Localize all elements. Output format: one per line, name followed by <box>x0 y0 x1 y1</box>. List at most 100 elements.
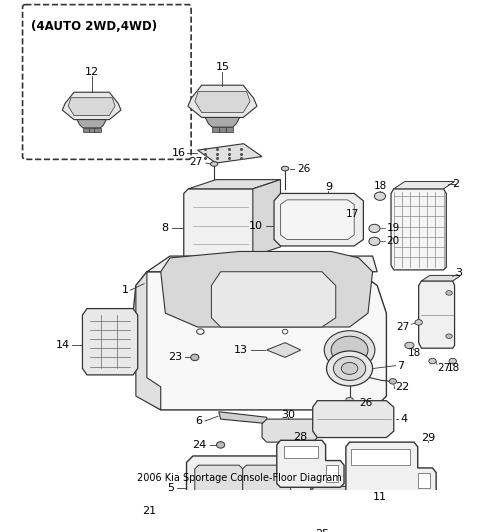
Ellipse shape <box>331 336 368 364</box>
Text: 2006 Kia Sportage Console-Floor Diagram: 2006 Kia Sportage Console-Floor Diagram <box>137 472 341 483</box>
Polygon shape <box>161 252 372 327</box>
Ellipse shape <box>346 397 353 402</box>
Ellipse shape <box>369 237 380 245</box>
Text: 27: 27 <box>396 322 409 332</box>
Polygon shape <box>312 401 394 437</box>
Polygon shape <box>88 128 95 132</box>
Text: 14: 14 <box>55 340 70 351</box>
Text: 9: 9 <box>325 182 332 192</box>
Ellipse shape <box>446 290 452 295</box>
Text: 28: 28 <box>294 431 308 442</box>
Ellipse shape <box>341 362 358 375</box>
Polygon shape <box>184 189 257 262</box>
Text: 24: 24 <box>192 440 207 450</box>
Polygon shape <box>274 194 363 246</box>
Text: 30: 30 <box>281 410 295 420</box>
Polygon shape <box>187 456 311 522</box>
Polygon shape <box>211 272 336 327</box>
Polygon shape <box>342 218 363 242</box>
Polygon shape <box>394 181 455 189</box>
Polygon shape <box>83 128 89 132</box>
Polygon shape <box>68 98 115 115</box>
Polygon shape <box>77 120 107 128</box>
Ellipse shape <box>321 196 336 205</box>
Polygon shape <box>267 343 301 358</box>
Text: 5: 5 <box>168 483 175 493</box>
Ellipse shape <box>389 379 396 384</box>
Ellipse shape <box>210 162 218 167</box>
Ellipse shape <box>307 524 314 530</box>
Text: 25: 25 <box>315 529 330 532</box>
Text: 18: 18 <box>447 363 460 373</box>
Polygon shape <box>193 514 308 532</box>
Text: 29: 29 <box>421 434 435 444</box>
Ellipse shape <box>369 225 380 232</box>
Polygon shape <box>83 309 138 375</box>
Polygon shape <box>219 412 268 423</box>
Polygon shape <box>280 200 354 239</box>
Text: 27: 27 <box>189 157 202 167</box>
Ellipse shape <box>374 192 385 201</box>
Ellipse shape <box>166 508 174 514</box>
Ellipse shape <box>449 359 456 364</box>
Text: 20: 20 <box>386 236 399 246</box>
FancyBboxPatch shape <box>23 5 191 160</box>
Text: 26: 26 <box>359 398 372 409</box>
Polygon shape <box>421 276 461 281</box>
Text: 18: 18 <box>408 348 420 358</box>
Polygon shape <box>195 465 243 514</box>
Text: 26: 26 <box>297 164 310 174</box>
Polygon shape <box>219 127 226 132</box>
Text: 3: 3 <box>456 268 463 278</box>
Text: 8: 8 <box>161 222 168 232</box>
Polygon shape <box>212 127 219 132</box>
Polygon shape <box>243 465 290 496</box>
Polygon shape <box>62 92 121 120</box>
Polygon shape <box>226 127 233 132</box>
Text: 23: 23 <box>168 352 182 362</box>
Polygon shape <box>325 465 337 482</box>
Ellipse shape <box>429 359 436 364</box>
Text: 17: 17 <box>346 209 359 219</box>
Text: 19: 19 <box>386 223 400 234</box>
Text: 2: 2 <box>452 179 459 189</box>
Text: 7: 7 <box>397 361 405 371</box>
Text: 13: 13 <box>234 345 248 355</box>
Text: 11: 11 <box>372 493 386 502</box>
Ellipse shape <box>446 334 452 338</box>
Polygon shape <box>95 128 101 132</box>
Ellipse shape <box>324 331 375 369</box>
Polygon shape <box>391 189 446 270</box>
Text: 1: 1 <box>121 285 129 295</box>
Polygon shape <box>188 180 280 189</box>
Polygon shape <box>311 486 363 509</box>
Text: 21: 21 <box>142 506 156 516</box>
Polygon shape <box>418 472 430 488</box>
Ellipse shape <box>334 356 366 380</box>
Text: 12: 12 <box>84 67 99 77</box>
Ellipse shape <box>281 167 289 171</box>
Text: 22: 22 <box>396 382 410 392</box>
Text: 4: 4 <box>400 414 408 424</box>
Polygon shape <box>277 440 344 487</box>
Polygon shape <box>262 419 317 442</box>
Polygon shape <box>346 442 436 495</box>
Text: 15: 15 <box>216 62 229 72</box>
Text: 10: 10 <box>249 221 263 231</box>
Text: 16: 16 <box>172 148 186 158</box>
Polygon shape <box>253 180 280 256</box>
Polygon shape <box>147 256 377 272</box>
Polygon shape <box>303 203 354 242</box>
Ellipse shape <box>191 354 199 361</box>
Polygon shape <box>133 272 386 410</box>
Polygon shape <box>198 144 262 163</box>
Ellipse shape <box>405 342 414 348</box>
Ellipse shape <box>326 351 372 386</box>
Polygon shape <box>205 118 240 127</box>
Text: 6: 6 <box>195 416 202 426</box>
Polygon shape <box>136 272 161 410</box>
Text: (4AUTO 2WD,4WD): (4AUTO 2WD,4WD) <box>31 20 157 34</box>
Polygon shape <box>419 281 455 348</box>
Polygon shape <box>351 448 410 465</box>
Polygon shape <box>284 446 318 458</box>
